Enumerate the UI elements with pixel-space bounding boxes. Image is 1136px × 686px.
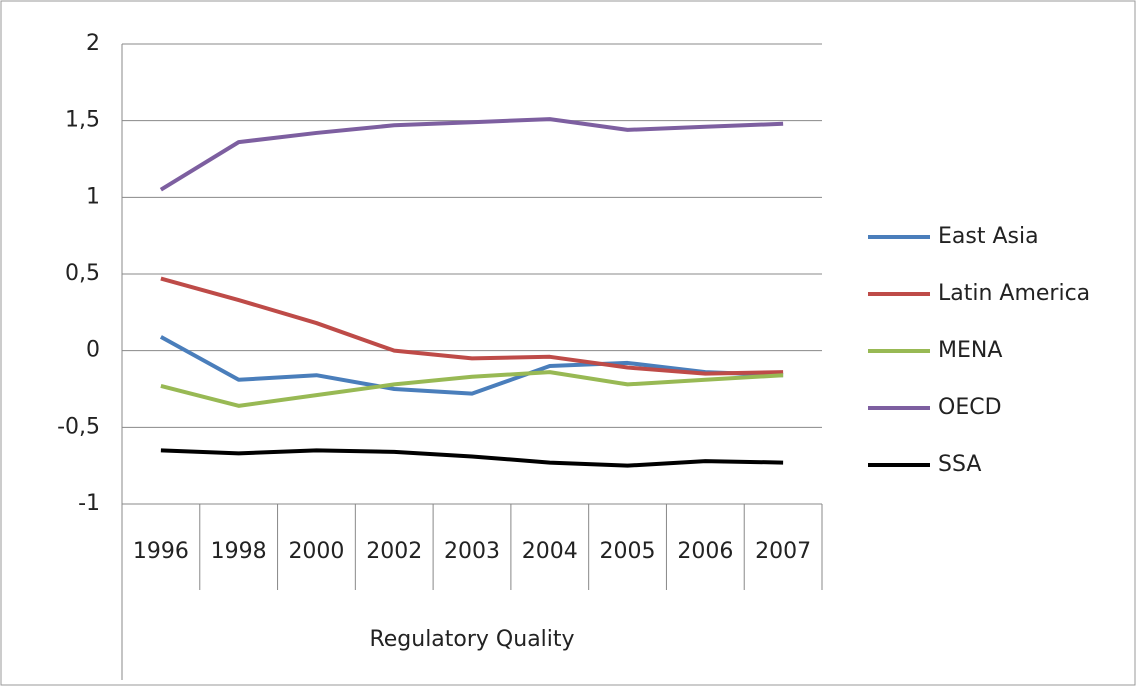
series-line	[159, 335, 784, 396]
series-line	[160, 276, 784, 376]
x-tick-label: 2006	[677, 539, 733, 564]
y-tick-label: -0,5	[57, 414, 100, 439]
y-tick-label: 0,5	[65, 261, 100, 286]
legend-label: MENA	[938, 338, 1002, 363]
x-axis-title: Regulatory Quality	[369, 627, 574, 652]
x-tick-label: 2005	[600, 539, 656, 564]
legend-label: SSA	[938, 452, 981, 477]
x-tick-label: 1996	[133, 539, 189, 564]
x-tick-label: 2007	[755, 539, 811, 564]
x-tick-label: 2003	[444, 539, 500, 564]
y-tick-label: 1,5	[65, 108, 100, 133]
y-tick-label: 1	[86, 184, 100, 209]
series-line	[160, 370, 784, 408]
y-tick-label: 0	[86, 338, 100, 363]
legend-label: East Asia	[938, 224, 1039, 249]
x-tick-label: 2002	[366, 539, 422, 564]
legend-label: Latin America	[938, 281, 1090, 306]
x-tick-label: 2000	[288, 539, 344, 564]
y-tick-label: -1	[78, 491, 100, 516]
x-tick-label: 1998	[211, 539, 267, 564]
legend-label: OECD	[938, 395, 1002, 420]
x-tick-label: 2004	[522, 539, 578, 564]
series-line	[160, 448, 784, 468]
y-tick-label: 2	[86, 31, 100, 56]
series-line	[159, 117, 784, 192]
